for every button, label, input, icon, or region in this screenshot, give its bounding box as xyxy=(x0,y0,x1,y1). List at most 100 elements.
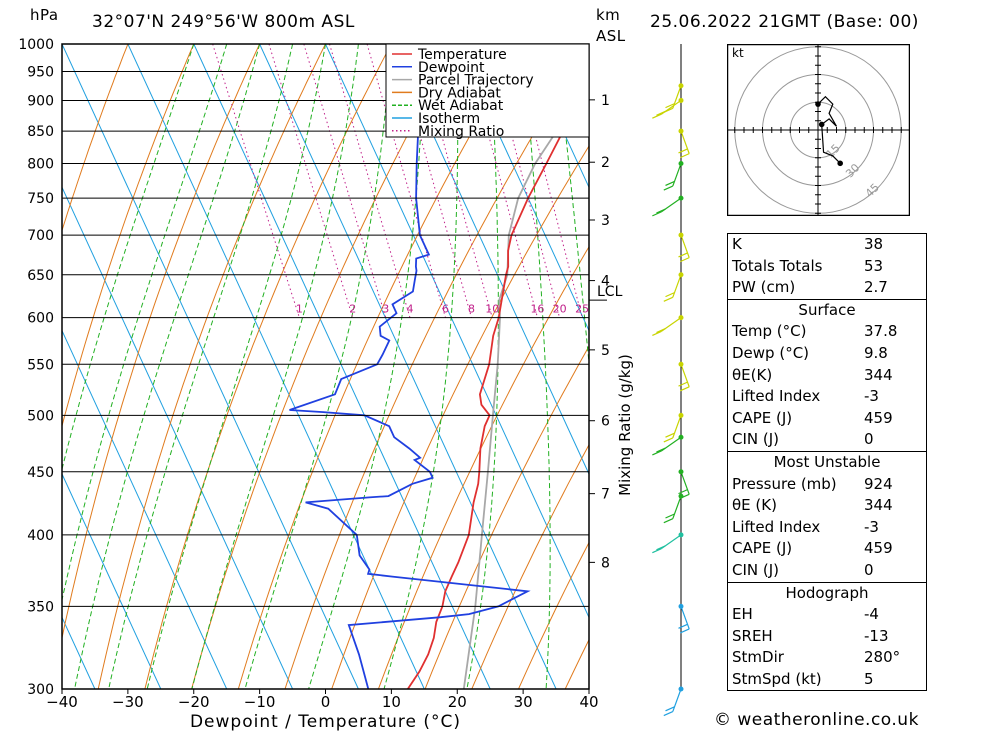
index-value: 38 xyxy=(864,235,884,253)
mixing-ratio-line xyxy=(268,44,354,318)
surface-row: Temp (°C) 37.8 xyxy=(728,321,926,343)
wind-barb xyxy=(652,532,684,554)
wind-barb xyxy=(663,686,684,717)
isotherm-line xyxy=(456,44,589,332)
most-unstable-label: CAPE (J) xyxy=(732,539,793,558)
hodograph-label: SREH xyxy=(732,626,773,645)
index-label: Totals Totals xyxy=(732,256,823,275)
surface-value: 0 xyxy=(864,430,874,449)
surface-label: θE(K) xyxy=(732,365,773,384)
most-unstable-row: CIN (J) 0 xyxy=(728,560,926,582)
pressure-tick-label: 900 xyxy=(27,93,54,109)
x-tick-label: 30 xyxy=(514,693,533,711)
pressure-tick-label: 450 xyxy=(27,465,54,481)
mixing-ratio-tick-label: 16 xyxy=(530,303,544,316)
wind-barb xyxy=(663,83,684,113)
x-tick-label: 0 xyxy=(321,693,331,711)
mixing-ratio-line xyxy=(366,44,446,318)
surface-value: -3 xyxy=(864,387,879,406)
isotherm-line xyxy=(325,44,589,619)
pressure-unit-label: hPa xyxy=(30,6,59,24)
hodograph-table: Hodograph EH -4 SREH -13 StmDir 280° StmSpd (k… xyxy=(727,582,927,692)
dry-adiabat-line xyxy=(659,44,700,689)
legend-entry: Mixing Ratio xyxy=(418,124,504,140)
x-tick-label: −10 xyxy=(244,693,276,711)
hodograph-point xyxy=(815,101,821,107)
hodograph-point xyxy=(837,160,843,167)
legend-entry: Dewpoint xyxy=(418,60,485,76)
mixing-ratio-tick-label: 8 xyxy=(468,303,475,316)
dry-adiabat-line xyxy=(237,44,524,689)
km-tick-label: 5 xyxy=(601,343,610,359)
surface-label: Dewp (°C) xyxy=(732,343,810,362)
x-tick-label: 20 xyxy=(448,693,467,711)
plot-frame xyxy=(61,43,590,690)
pressure-tick-label: 750 xyxy=(27,191,54,207)
index-row: K 38 xyxy=(728,234,926,256)
pressure-tick-label: 950 xyxy=(27,64,54,80)
dry-adiabat-line xyxy=(471,443,589,689)
pressure-tick-label: 550 xyxy=(27,357,54,373)
hodograph-row: SREH -13 xyxy=(728,626,926,648)
wind-barb xyxy=(678,361,690,392)
wind-barb xyxy=(678,603,690,634)
isotherm-line xyxy=(522,44,589,189)
most-unstable-table: Most Unstable Pressure (mb) 924 θE (K) 344 L… xyxy=(727,451,927,583)
dewpoint-profile xyxy=(289,86,531,689)
x-tick-label: −20 xyxy=(178,693,210,711)
surface-value: 9.8 xyxy=(864,343,888,362)
hodograph-row: EH -4 xyxy=(728,604,926,626)
hodograph-label: StmDir xyxy=(732,648,784,667)
km-tick-label: 3 xyxy=(601,213,610,229)
most-unstable-label: CIN (J) xyxy=(732,560,780,579)
surface-label: CIN (J) xyxy=(732,430,780,449)
surface-label: Temp (°C) xyxy=(732,322,807,341)
isotherm-line xyxy=(62,186,294,689)
hodograph-value: -13 xyxy=(864,626,889,645)
most-unstable-row: θE (K) 344 xyxy=(728,495,926,517)
isotherm-line xyxy=(259,44,557,689)
isotherm-line xyxy=(0,44,29,689)
isotherm-line xyxy=(62,472,162,689)
km-tick-label: 2 xyxy=(601,155,610,171)
hodograph-unit: kt xyxy=(732,46,744,60)
lcl-label: LCL xyxy=(597,284,623,300)
km-tick-label: 1 xyxy=(601,93,610,109)
mixing-ratio-tick-label: 20 xyxy=(553,303,567,316)
isotherm-line xyxy=(127,44,425,689)
hodograph-value: -4 xyxy=(864,605,879,624)
surface-value: 344 xyxy=(864,365,893,384)
indices-table: K 38 Totals Totals 53 PW (cm) 2.7 xyxy=(727,233,927,300)
surface-label: Lifted Index xyxy=(732,387,821,406)
mixing-ratio-line xyxy=(329,44,411,318)
mixing-ratio-line xyxy=(394,44,472,318)
index-row: PW (cm) 2.7 xyxy=(728,277,926,299)
most-unstable-value: -3 xyxy=(864,517,879,536)
most-unstable-row: CAPE (J) 459 xyxy=(728,538,926,560)
hodograph-value: 280° xyxy=(864,648,901,667)
hodograph-label: StmSpd (kt) xyxy=(732,669,822,688)
surface-row: Lifted Index -3 xyxy=(728,386,926,408)
hodograph-label: EH xyxy=(732,605,753,624)
dry-adiabat-line xyxy=(424,345,589,689)
hodograph-title: Hodograph xyxy=(785,583,869,602)
wet-adiabat-line xyxy=(74,44,261,689)
temperature-profile xyxy=(407,91,589,689)
wind-barb xyxy=(652,195,684,217)
mixing-ratio-tick-label: 1 xyxy=(296,303,303,316)
dry-adiabat-line xyxy=(97,44,326,689)
wet-adiabat-line xyxy=(383,44,459,689)
skewt-chart: 1 2 3 4 6 8 10 16 20 2530035040045050055060065070… xyxy=(0,37,700,732)
surface-label: CAPE (J) xyxy=(732,408,793,427)
wind-barb xyxy=(663,412,684,443)
pressure-tick-label: 350 xyxy=(27,599,54,615)
isotherm-line xyxy=(390,44,589,476)
x-axis-label: Dewpoint / Temperature (°C) xyxy=(190,712,461,732)
wind-barb xyxy=(678,469,690,499)
wet-adiabat-line xyxy=(308,44,425,689)
pressure-tick-label: 850 xyxy=(27,124,54,140)
x-tick-label: −30 xyxy=(112,693,144,711)
pressure-tick-label: 400 xyxy=(27,528,54,544)
location-title: 32°07'N 249°56'W 800m ASL xyxy=(92,12,355,32)
